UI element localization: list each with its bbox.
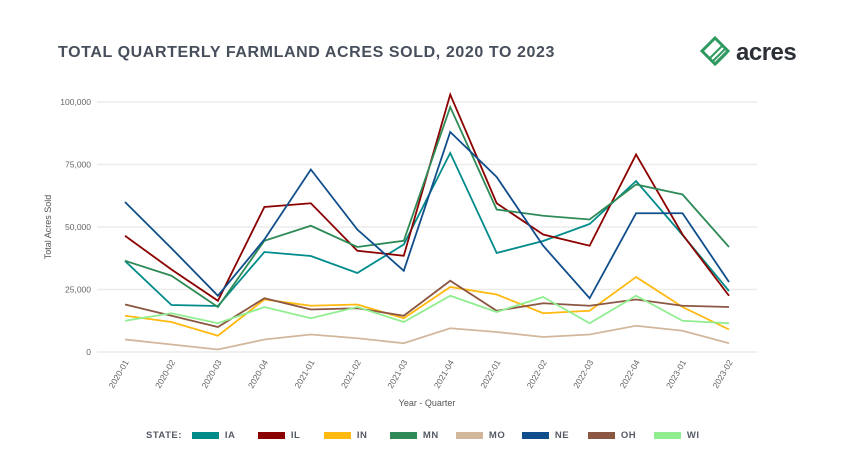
legend-label: NE (554, 430, 570, 441)
legend: STATE: IA IL IN MN MO NE OH WI (146, 430, 720, 441)
legend-label: IA (224, 430, 236, 441)
x-tick-label: 2023-02 (710, 358, 734, 390)
series-line-mn (124, 104, 730, 309)
legend-item-mo: MO (455, 430, 522, 441)
y-tick-label: 50,000 (65, 222, 91, 232)
series-line-wi (124, 294, 730, 325)
y-axis-label: Total Acres Sold (43, 195, 53, 260)
series-line-ne (124, 130, 730, 300)
acres-logo: acres (698, 36, 797, 70)
chart-title: TOTAL QUARTERLY FARMLAND ACRES SOLD, 202… (58, 44, 556, 61)
legend-item-oh: OH (587, 430, 654, 441)
x-axis-label: Year - Quarter (399, 398, 456, 408)
legend-item-ne: NE (521, 430, 588, 441)
x-tick-label: 2020-02 (153, 358, 177, 390)
y-tick-label: 0 (86, 347, 91, 357)
legend-label: MN (422, 430, 439, 441)
x-tick-label: 2022-01 (478, 358, 502, 390)
legend-item-il: IL (257, 430, 324, 441)
x-tick-label: 2023-01 (664, 358, 688, 390)
legend-item-in: IN (323, 430, 390, 441)
legend-swatch (257, 432, 285, 439)
x-tick-label: 2021-03 (385, 358, 409, 390)
acres-logo-icon (699, 36, 731, 67)
legend-swatch (587, 432, 615, 439)
legend-title: STATE: (146, 430, 182, 441)
y-tick-label: 100,000 (60, 97, 91, 107)
series-line-oh (124, 279, 730, 328)
x-tick-label: 2021-01 (292, 358, 316, 390)
legend-item-mn: MN (389, 430, 456, 441)
x-tick-label: 2020-04 (246, 358, 270, 390)
x-tick-label: 2022-02 (525, 358, 549, 390)
series-line-in (124, 275, 730, 337)
y-tick-label: 25,000 (65, 285, 91, 295)
legend-label: IN (356, 430, 368, 441)
x-tick-label: 2020-01 (106, 358, 130, 390)
legend-swatch (521, 432, 549, 439)
legend-item-ia: IA (191, 430, 258, 441)
x-tick-label: 2021-02 (339, 358, 363, 390)
x-tick-label: 2022-04 (618, 358, 642, 390)
legend-swatch (323, 432, 351, 439)
legend-item-wi: WI (653, 430, 720, 441)
legend-label: IL (290, 430, 301, 441)
logo-text: acres (736, 39, 797, 66)
y-tick-label: 75,000 (65, 160, 91, 170)
legend-label: WI (686, 430, 700, 441)
legend-swatch (191, 432, 219, 439)
x-tick-label: 2022-03 (571, 358, 595, 390)
series-line-mo (124, 324, 730, 351)
legend-label: MO (488, 430, 506, 441)
legend-swatch (389, 432, 417, 439)
legend-swatch (455, 432, 483, 439)
legend-label: OH (620, 430, 637, 441)
x-tick-label: 2020-03 (199, 358, 223, 390)
x-tick-label: 2021-04 (432, 358, 456, 390)
legend-swatch (653, 432, 681, 439)
